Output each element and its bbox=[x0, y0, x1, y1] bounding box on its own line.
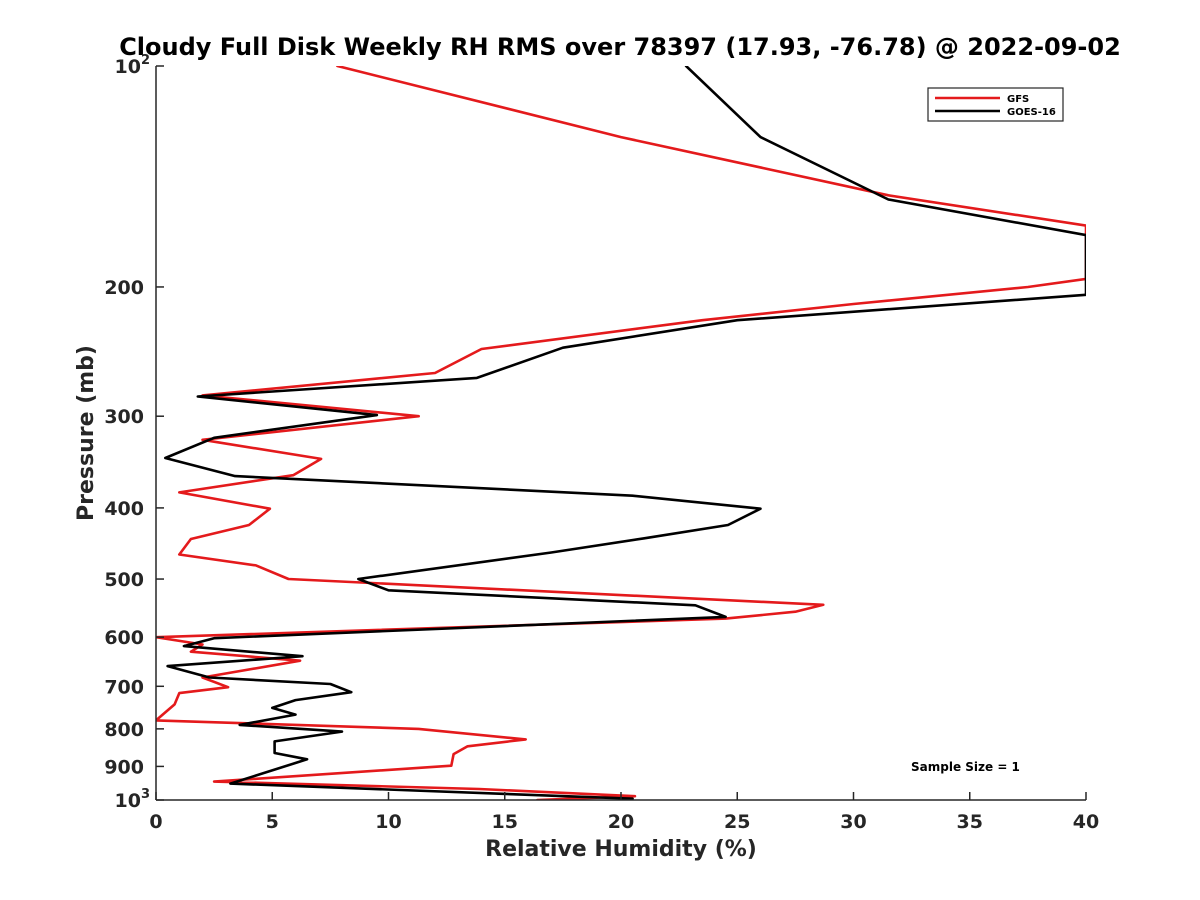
x-tick-label: 20 bbox=[608, 811, 634, 833]
x-tick-label: 40 bbox=[1073, 811, 1099, 833]
x-tick-label: 15 bbox=[492, 811, 518, 833]
series-layer bbox=[156, 66, 1086, 800]
series-line-goes16 bbox=[164, 66, 1086, 800]
y-tick-label: 700 bbox=[104, 676, 144, 698]
y-tick-label: 300 bbox=[104, 406, 144, 428]
x-tick-label: 0 bbox=[149, 811, 162, 833]
x-axis-label: Relative Humidity (%) bbox=[485, 837, 757, 862]
legend-label-gfs: GFS bbox=[1007, 94, 1029, 105]
y-tick-label: 500 bbox=[104, 569, 144, 591]
x-tick-label: 35 bbox=[957, 811, 983, 833]
y-tick-label: 103 bbox=[115, 787, 151, 812]
legend: GFS GOES-16 bbox=[927, 87, 1064, 122]
chart-title: Cloudy Full Disk Weekly RH RMS over 7839… bbox=[119, 33, 1121, 61]
x-tick-label: 5 bbox=[266, 811, 279, 833]
y-ticks: 102 200 300 400 500 600 700 800 900 103 bbox=[104, 53, 164, 812]
series-line-gfs bbox=[156, 66, 1086, 800]
y-tick-label: 800 bbox=[104, 719, 144, 741]
legend-box bbox=[927, 87, 1064, 122]
x-tick-label: 25 bbox=[724, 811, 750, 833]
x-tick-label: 30 bbox=[840, 811, 866, 833]
y-tick-label: 400 bbox=[104, 498, 144, 520]
y-tick-label: 600 bbox=[104, 627, 144, 649]
y-tick-label: 900 bbox=[104, 756, 144, 778]
y-tick-label: 102 bbox=[115, 53, 151, 78]
legend-label-goes16: GOES-16 bbox=[1007, 107, 1056, 118]
sample-size-annotation: Sample Size = 1 bbox=[911, 760, 1020, 774]
y-axis-label: Pressure (mb) bbox=[74, 345, 99, 521]
y-tick-label: 200 bbox=[104, 277, 144, 299]
x-tick-label: 10 bbox=[375, 811, 401, 833]
x-ticks: 0 5 10 15 20 25 30 35 40 bbox=[149, 792, 1099, 833]
